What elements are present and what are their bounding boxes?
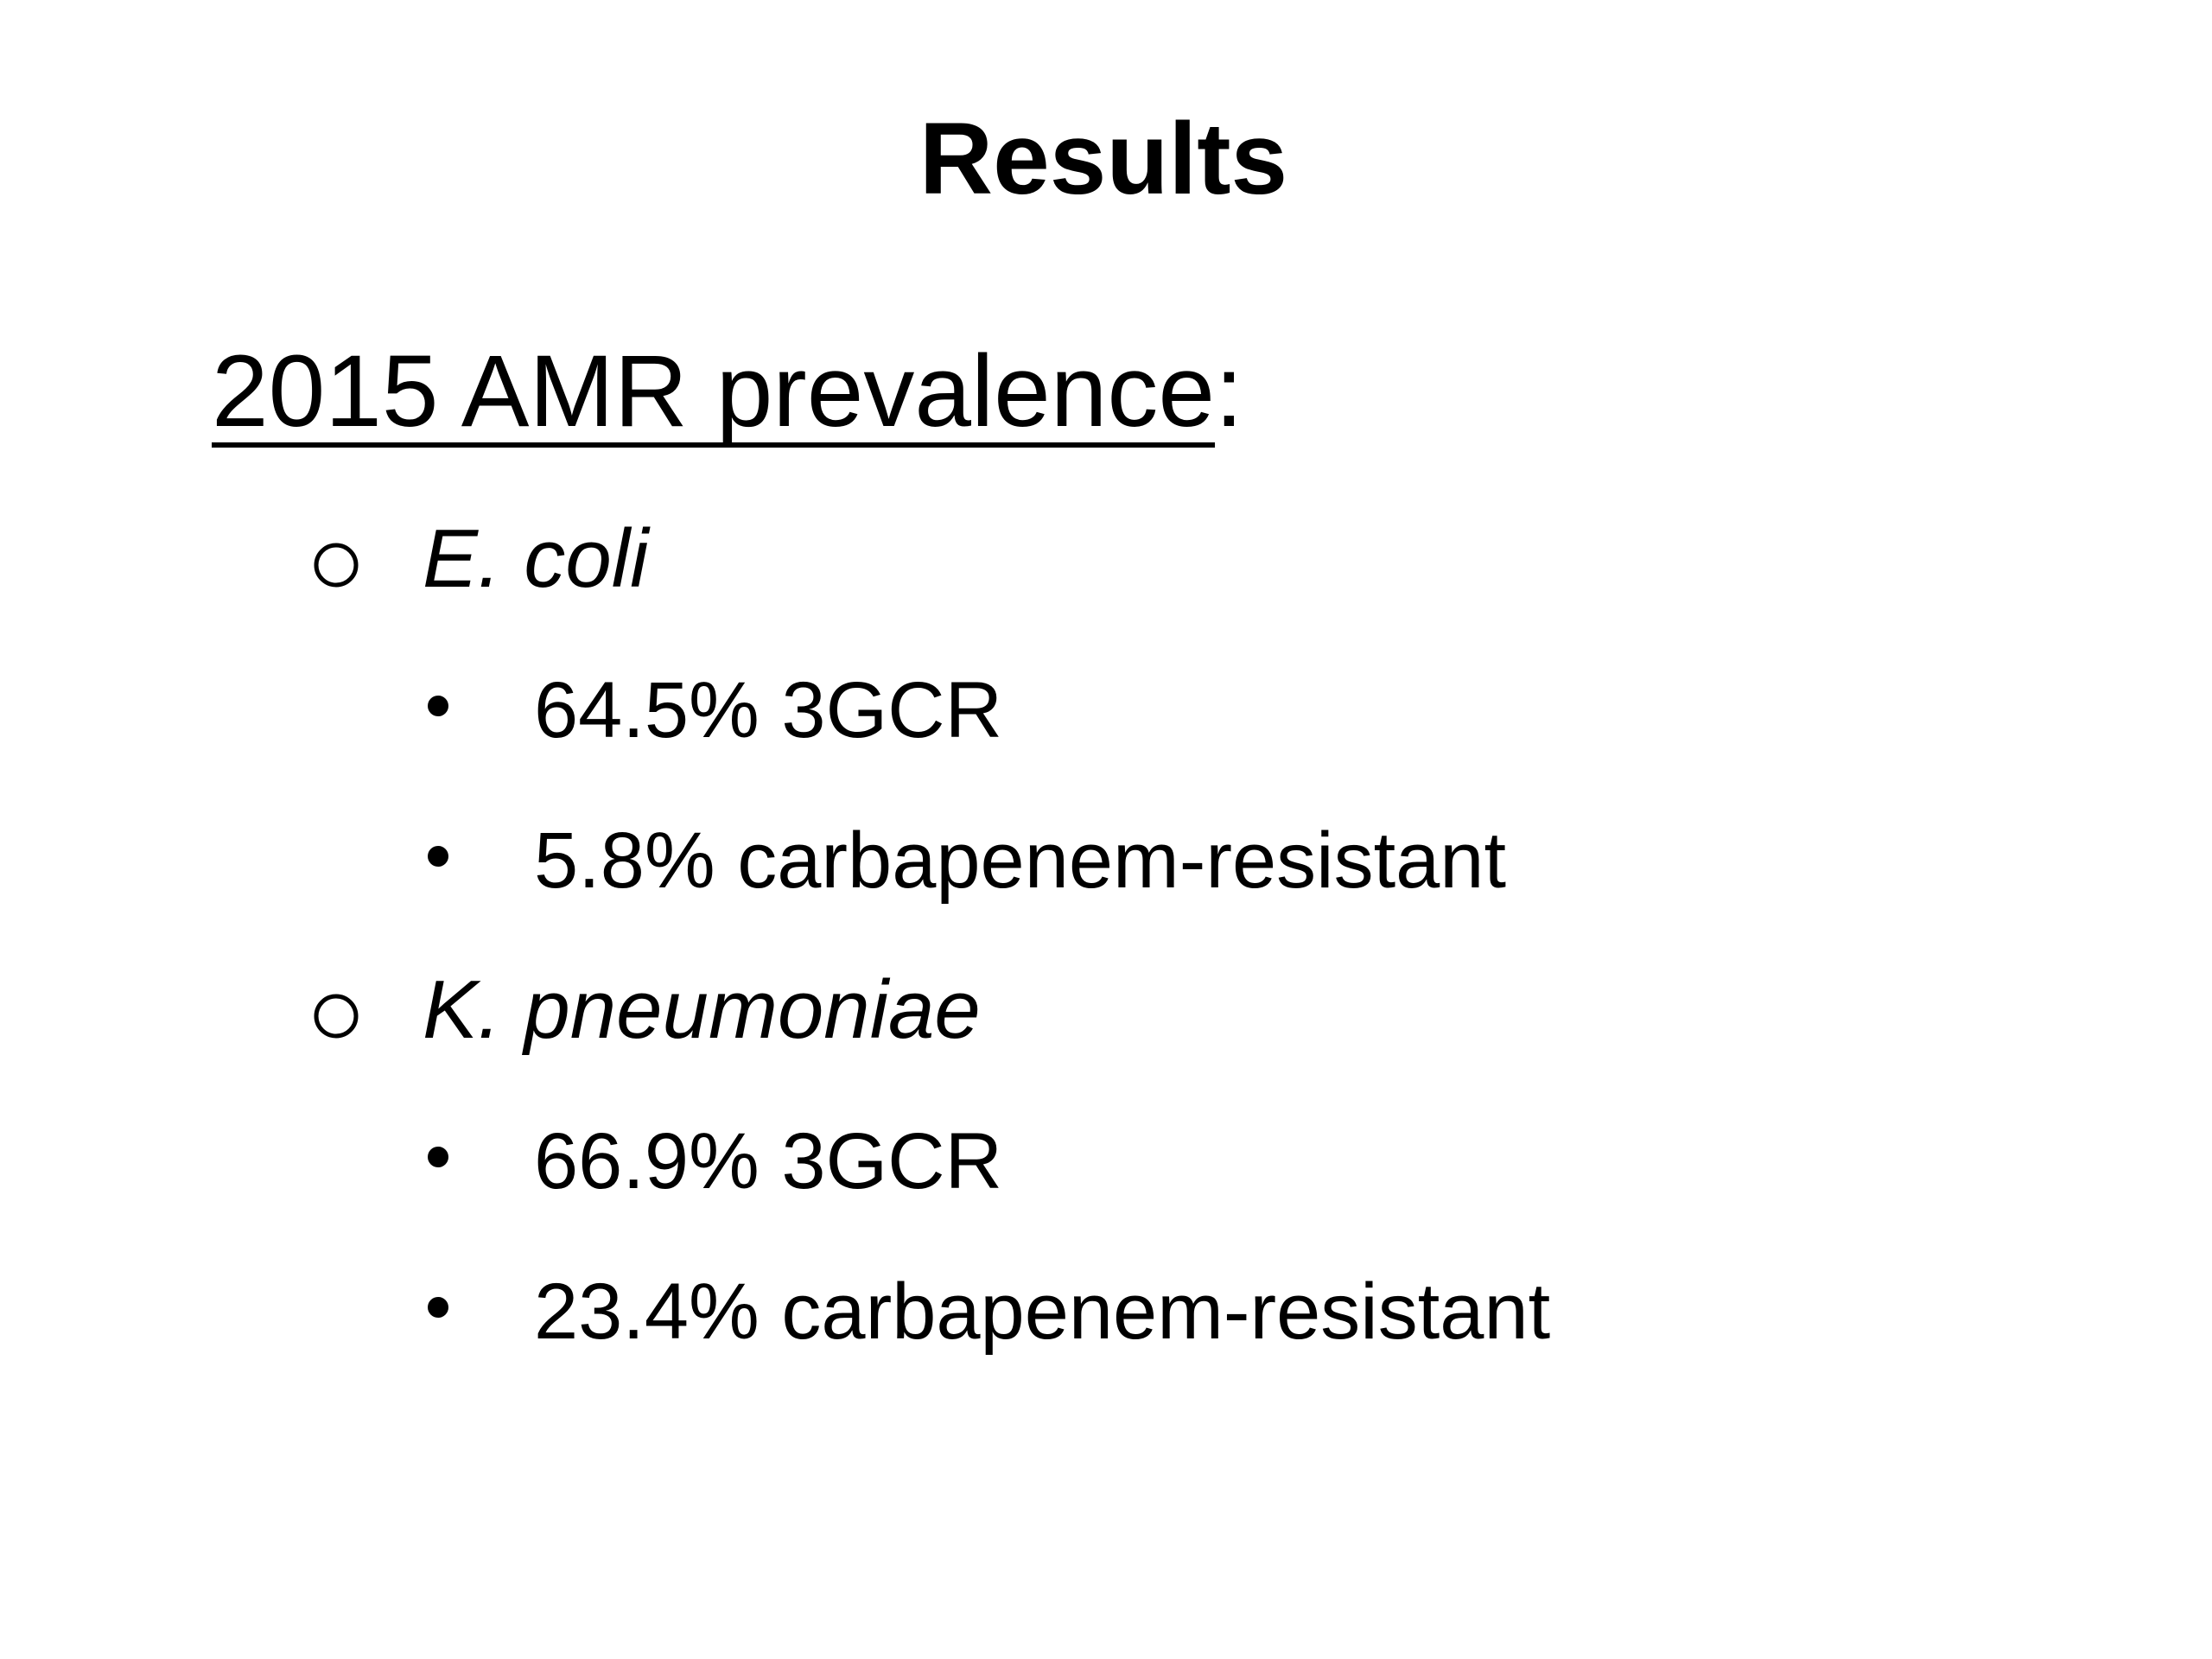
list-marker-circle bbox=[314, 543, 359, 588]
prevalence-item: 64.5% 3GCR bbox=[534, 666, 1002, 754]
prevalence-item: 23.4% carbapenem-resistant bbox=[534, 1268, 1550, 1356]
heading-suffix: : bbox=[1215, 334, 1243, 448]
section-heading: 2015 AMR prevalence bbox=[212, 334, 1215, 448]
organism-name: E. coli bbox=[423, 512, 651, 605]
prevalence-item: 66.9% 3GCR bbox=[534, 1117, 1002, 1205]
organism-name: K. pneumoniae bbox=[423, 963, 981, 1056]
list-marker-bullet bbox=[428, 1297, 448, 1318]
list-marker-bullet bbox=[428, 846, 448, 867]
list-marker-circle bbox=[314, 994, 359, 1039]
list-marker-bullet bbox=[428, 696, 448, 716]
list-marker-bullet bbox=[428, 1147, 448, 1167]
slide-title: Results bbox=[919, 102, 1287, 216]
prevalence-item: 5.8% carbapenem-resistant bbox=[534, 817, 1506, 905]
